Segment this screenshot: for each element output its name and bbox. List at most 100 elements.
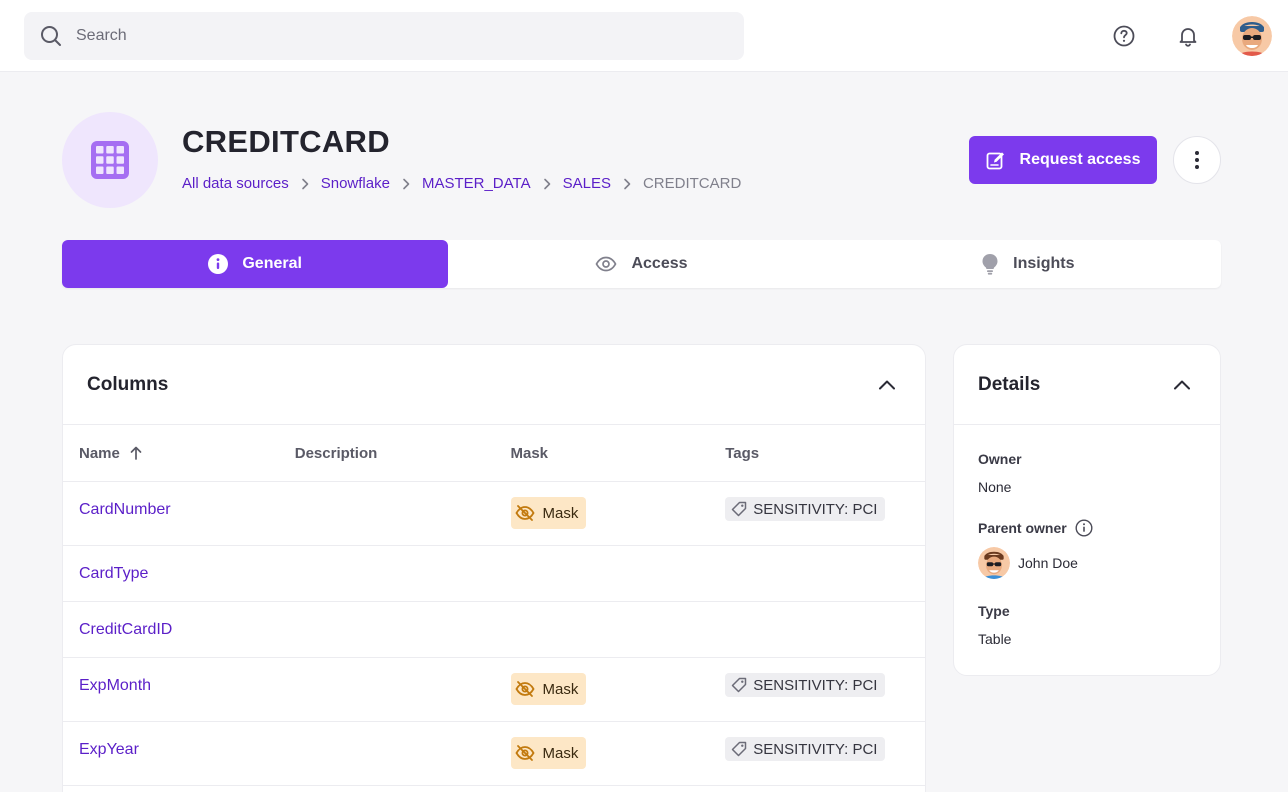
tab-bar: General Access Insights [62,240,1221,288]
info-icon [208,254,229,274]
table-row: CardNumber Mask SENSITIVITY: PCI [63,482,925,546]
tag-badge[interactable]: SENSITIVITY: PCI [725,673,886,697]
lightbulb-icon [982,254,998,275]
details-title: Details [978,373,1041,395]
details-body: Owner None Parent owner [954,425,1220,647]
breadcrumb-master-data[interactable]: MASTER_DATA [421,175,531,192]
mask-cell: Mask [510,722,726,769]
request-access-label: Request access [1019,151,1141,168]
chevron-up-icon [1174,380,1190,389]
mask-label: Mask [542,504,579,522]
mask-badge[interactable]: Mask [510,737,587,769]
search-input[interactable] [76,27,676,45]
tab-label: Insights [1013,255,1075,272]
tag-icon [732,741,747,757]
help-button[interactable] [1110,22,1138,50]
parent-owner-label-row: Parent owner [978,519,1196,537]
owner-label: Owner [978,451,1022,467]
column-header-tags[interactable]: Tags [725,444,760,462]
collapse-columns-button[interactable] [873,371,901,399]
tab-general[interactable]: General [62,240,449,288]
mask-label: Mask [542,744,579,762]
eye-off-icon [514,745,535,761]
tag-icon [732,677,747,693]
request-access-button[interactable]: Request access [969,136,1157,184]
columns-card: Columns Name Description Mask Tags CardN… [62,344,926,792]
parent-owner-label: Parent owner [978,520,1067,536]
parent-owner-group: Parent owner [978,519,1196,579]
grid-table-icon [91,141,129,179]
chevron-right-icon [301,178,309,190]
tab-label: General [242,255,302,272]
type-value: Table [978,631,1012,647]
eye-off-icon [514,505,535,521]
eye-off-icon [514,681,535,697]
breadcrumb-snowflake[interactable]: Snowflake [320,175,390,192]
table-row: ExpYear Mask SENSITIVITY: PCI [63,722,925,786]
mask-cell: Mask [510,482,726,529]
type-group: Type Table [978,603,1196,647]
table-entity-icon [62,112,158,208]
more-vertical-icon [1195,151,1199,169]
chevron-right-icon [623,178,631,190]
column-name-link[interactable]: ExpMonth [79,677,152,694]
details-card-header: Details [954,345,1220,425]
owner-group: Owner None [978,451,1196,495]
tab-label: Access [631,255,688,272]
collapse-details-button[interactable] [1168,371,1196,399]
mask-cell [511,602,726,617]
mask-label: Mask [542,680,579,698]
notifications-button[interactable] [1174,22,1202,50]
breadcrumb-sales[interactable]: SALES [562,175,611,192]
columns-card-header: Columns [63,345,925,425]
mask-badge[interactable]: Mask [510,497,587,529]
tags-cell: SENSITIVITY: PCI [725,482,925,522]
tab-insights[interactable]: Insights [835,240,1221,288]
mask-badge[interactable]: Mask [510,673,587,705]
tags-cell: SENSITIVITY: PCI [725,722,925,762]
avatar-icon [1232,16,1272,56]
more-options-button[interactable] [1173,136,1221,184]
eye-icon [595,256,617,272]
column-name-link[interactable]: CardType [79,565,149,582]
help-icon [1113,25,1135,47]
tag-badge[interactable]: SENSITIVITY: PCI [725,497,886,521]
chevron-up-icon [879,380,895,389]
breadcrumb-current: CREDITCARD [642,175,742,192]
table-header: Name Description Mask Tags [63,425,925,482]
details-card: Details Owner None Parent owner [953,344,1221,676]
tag-badge[interactable]: SENSITIVITY: PCI [725,737,886,761]
columns-title: Columns [87,373,169,395]
breadcrumb: All data sources Snowflake MASTER_DATA S… [182,175,741,192]
avatar-icon [978,547,1010,579]
tags-cell [725,602,925,617]
bell-icon [1179,28,1197,47]
tag-icon [732,501,747,517]
type-label: Type [978,603,1010,619]
parent-owner-avatar [978,547,1010,579]
column-header-mask[interactable]: Mask [510,444,549,462]
column-name-link[interactable]: CreditCardID [79,621,173,638]
column-name-link[interactable]: ExpYear [79,741,139,758]
search-icon [41,26,61,46]
tab-access[interactable]: Access [448,240,834,288]
info-outline-icon[interactable] [1075,519,1093,537]
table-row: CardType [63,546,925,602]
tags-cell: SENSITIVITY: PCI [725,658,925,698]
column-header-name[interactable]: Name [79,445,295,462]
tag-label: SENSITIVITY: PCI [753,500,878,518]
column-header-description[interactable]: Description [294,444,378,462]
search-bar[interactable] [24,12,744,60]
parent-owner-name[interactable]: John Doe [1018,555,1078,571]
chevron-right-icon [402,178,410,190]
sort-arrow-up-icon[interactable] [130,446,142,460]
owner-value: None [978,479,1012,495]
table-row: ExpMonth Mask SENSITIVITY: PCI [63,658,925,722]
tag-label: SENSITIVITY: PCI [753,676,878,694]
user-avatar[interactable] [1232,16,1272,56]
parent-owner-row: John Doe [978,547,1196,579]
column-name-link[interactable]: CardNumber [79,501,171,518]
edit-request-icon [986,152,1004,170]
breadcrumb-all-data-sources[interactable]: All data sources [182,175,289,192]
header-label: Name [79,444,120,462]
